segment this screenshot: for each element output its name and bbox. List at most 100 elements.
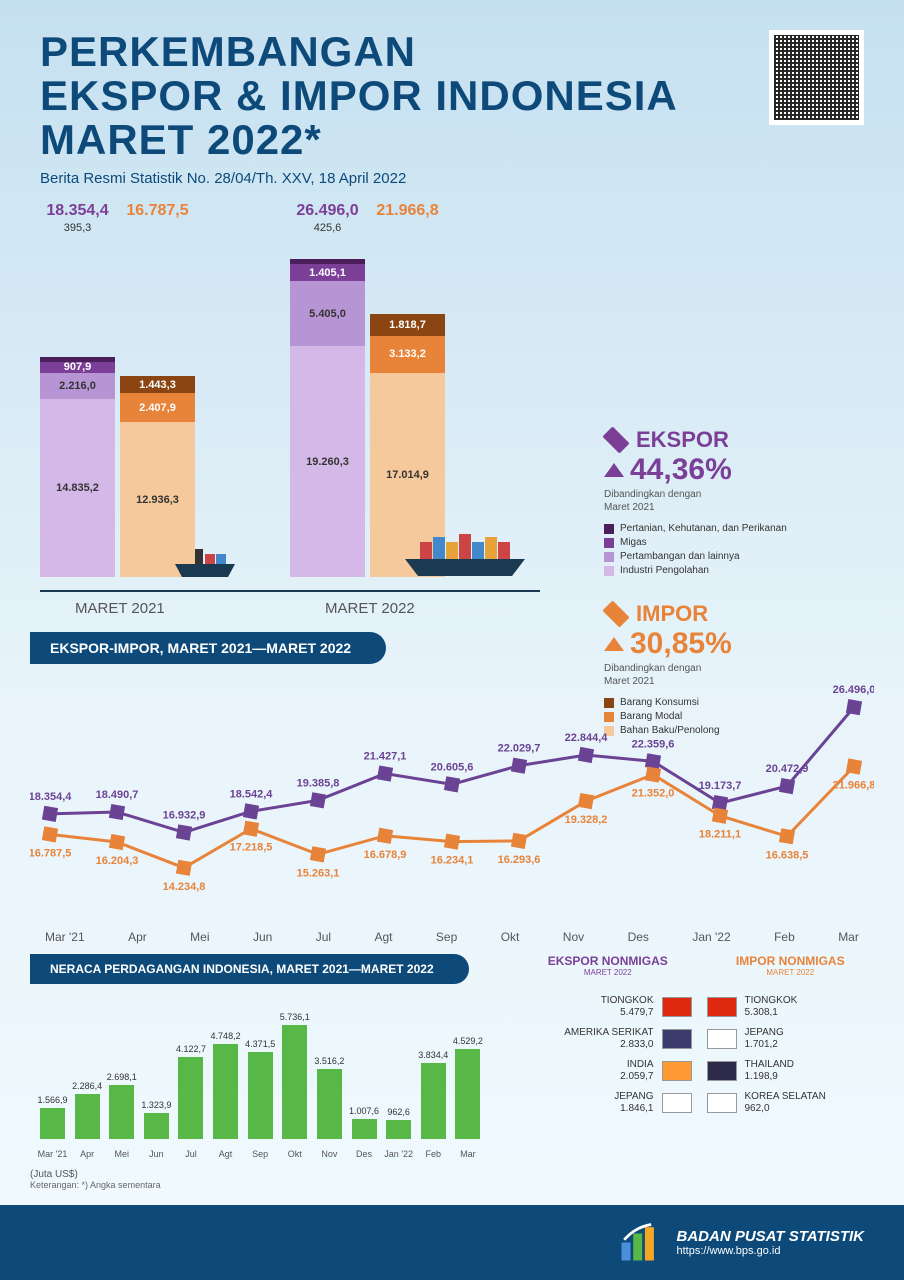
linechart-title: EKSPOR-IMPOR, MARET 2021—MARET 2022 [30, 632, 386, 664]
month-label: Nov [563, 930, 584, 944]
data-label: 15.263,1 [297, 868, 340, 880]
lower-section: NERACA PERDAGANGAN INDONESIA, MARET 2021… [0, 944, 904, 1190]
month-label: Okt [501, 930, 520, 944]
triangle-up-icon [604, 463, 624, 477]
ekspor-partners-col: TIONGKOK5.479,7 AMERIKA SERIKAT2.833,0 I… [524, 987, 692, 1123]
stacked-bar: 19.260,35.405,01.405,126.496,0425,6 [290, 247, 365, 577]
data-label: 21.966,8 [833, 780, 874, 792]
partner-text: AMERIKA SERIKAT2.833,0 [564, 1027, 653, 1051]
flag-icon [662, 1061, 692, 1081]
legend-label: Pertambangan dan lainnya [620, 551, 740, 562]
title-line-3: MARET 2022* [40, 118, 864, 162]
data-marker [176, 860, 192, 876]
data-label: 16.234,1 [431, 855, 474, 867]
ship-icon-small [170, 539, 240, 579]
main-title: PERKEMBANGAN EKSPOR & IMPOR INDONESIA MA… [40, 30, 864, 162]
flag-icon [707, 997, 737, 1017]
neraca-val: 1.007,6 [347, 1106, 382, 1116]
footer-text: BADAN PUSAT STATISTIK https://www.bps.go… [677, 1228, 865, 1257]
flag-icon [707, 1093, 737, 1113]
month-label: Agt [374, 930, 392, 944]
month-label: Des [628, 930, 649, 944]
bar-segment: 1.443,3 [120, 376, 195, 393]
neraca-val: 1.566,9 [35, 1095, 70, 1105]
neraca-bar [386, 1120, 411, 1139]
data-marker [779, 778, 795, 794]
neraca-month: Mar [450, 1149, 485, 1159]
month-label: Feb [774, 930, 795, 944]
data-marker [712, 808, 728, 824]
partner-text: TIONGKOK5.308,1 [745, 995, 798, 1019]
neraca-bar [248, 1052, 273, 1139]
legend-item: Pertanian, Kehutanan, dan Perikanan [604, 523, 864, 534]
data-label: 17.218,5 [230, 842, 273, 854]
neraca-bar [178, 1057, 203, 1139]
impor-sub1: Dibandingkan dengan [604, 663, 864, 674]
line-svg: 18.354,418.490,716.932,918.542,419.385,8… [30, 674, 874, 904]
partner-text: THAILAND1.198,9 [745, 1059, 794, 1083]
data-label: 20.605,6 [431, 762, 474, 774]
footer-url: https://www.bps.go.id [677, 1245, 865, 1257]
flag-icon [662, 1093, 692, 1113]
data-marker [109, 804, 125, 820]
infographic-page: PERKEMBANGAN EKSPOR & IMPOR INDONESIA MA… [0, 0, 904, 1280]
bar-total: 16.787,5 [120, 202, 195, 351]
neraca-month: Okt [277, 1149, 312, 1159]
qr-code [769, 30, 864, 125]
subtitle: Berita Resmi Statistik No. 28/04/Th. XXV… [40, 170, 864, 187]
partner-row: JEPANG1.846,1 [524, 1091, 692, 1115]
neraca-val: 2.698,1 [104, 1072, 139, 1082]
legend-swatch [604, 566, 614, 576]
data-marker [109, 834, 125, 850]
ekspor-sub1: Dibandingkan dengan [604, 489, 864, 500]
legend-swatch [604, 524, 614, 534]
ekspor-title: EKSPOR [636, 427, 729, 453]
ekspor-nonmigas-title: EKSPOR NONMIGAS [524, 954, 692, 968]
stacked-bars: 14.835,22.216,0907,918.354,4395,312.936,… [40, 197, 540, 577]
data-marker [310, 792, 326, 808]
bps-logo-icon [617, 1220, 662, 1265]
neraca-val: 962,6 [381, 1107, 416, 1117]
neraca-month: Jan '22 [381, 1149, 416, 1159]
impor-nonmigas-sub: MARET 2022 [707, 968, 875, 977]
data-label: 18.354,4 [30, 791, 72, 803]
bar-sub: 395,3 [40, 222, 115, 349]
data-marker [578, 747, 594, 763]
data-label: 26.496,0 [833, 684, 874, 696]
x-label-2022: MARET 2022 [325, 600, 415, 617]
data-label: 22.029,7 [498, 743, 541, 755]
data-label: 16.204,3 [96, 855, 139, 867]
partner-row: INDIA2.059,7 [524, 1059, 692, 1083]
neraca-val: 3.834,4 [416, 1050, 451, 1060]
legend-swatch [604, 538, 614, 548]
data-marker [511, 758, 527, 774]
bar-segment: 1.818,7 [370, 314, 445, 336]
neraca-unit: (Juta US$) [30, 1169, 504, 1180]
partner-row: AMERIKA SERIKAT2.833,0 [524, 1027, 692, 1051]
line-months: Mar '21AprMeiJunJulAgtSepOktNovDesJan '2… [45, 930, 859, 944]
impor-pct: 30,85% [630, 627, 732, 661]
neraca-bar [352, 1119, 377, 1139]
impor-partner-head: IMPOR NONMIGAS MARET 2022 [707, 954, 875, 977]
data-label: 18.211,1 [699, 829, 741, 841]
bar-segment: 19.260,3 [290, 346, 365, 577]
neraca-month: Mar '21 [35, 1149, 70, 1159]
data-marker [444, 777, 460, 793]
partner-text: INDIA2.059,7 [620, 1059, 653, 1083]
neraca-val: 1.323,9 [139, 1100, 174, 1110]
data-label: 22.844,4 [565, 732, 609, 744]
month-label: Mar '21 [45, 930, 85, 944]
ekspor-summary: EKSPOR 44,36% Dibandingkan dengan Maret … [604, 427, 864, 576]
cube-icon [602, 427, 629, 454]
title-line-1: PERKEMBANGAN [40, 30, 864, 74]
data-marker [645, 767, 661, 783]
data-marker [243, 821, 259, 837]
data-label: 19.328,2 [565, 814, 608, 826]
legend-item: Industri Pengolahan [604, 565, 864, 576]
ekspor-pct: 44,36% [630, 453, 732, 487]
month-label: Sep [436, 930, 457, 944]
neraca-month: Feb [416, 1149, 451, 1159]
data-label: 16.932,9 [163, 810, 206, 822]
legend-swatch [604, 552, 614, 562]
partner-text: KOREA SELATAN962,0 [745, 1091, 826, 1115]
